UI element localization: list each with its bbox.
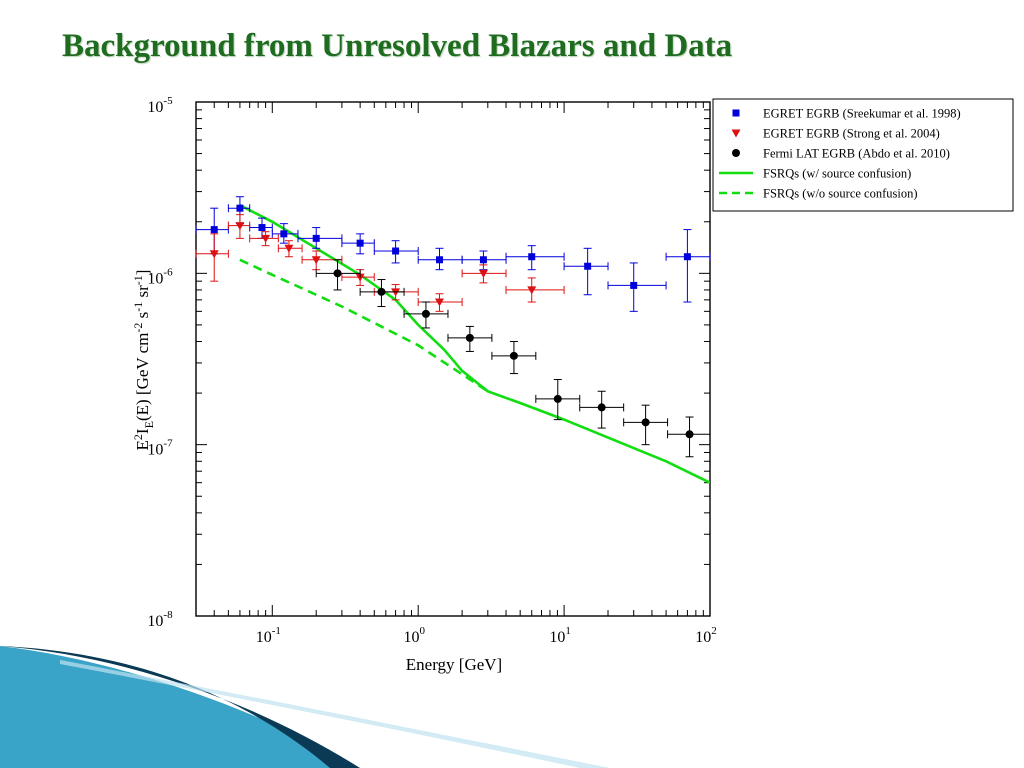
data-point-triangle [235,222,245,231]
y-axis-title: E2IE(E) [GeV cm-2 s-1 sr-1] [131,270,156,451]
data-point-square [392,247,400,255]
legend-label: FSRQs (w/ source confusion) [763,167,911,181]
y-tick-label: 10-5 [147,95,173,116]
data-point-triangle [478,269,488,278]
data-point-triangle [284,244,294,253]
data-point-circle [377,287,386,296]
data-point-square [436,256,444,264]
plot-border [195,101,711,617]
data-point-square [584,262,592,270]
data-point-square [236,204,244,212]
series-layer [195,196,711,484]
fsrq-solid-line [239,204,710,484]
y-tick-label: 10-6 [147,266,173,287]
x-tick-label: 101 [549,625,571,646]
x-tick-labels: 10-1 100 101 102 [256,625,717,646]
data-point-square [356,239,364,247]
legend-label: Fermi LAT EGRB (Abdo et al. 2010) [763,147,950,161]
x-axis-title: Energy [GeV] [406,655,502,674]
data-point-square [732,109,740,117]
data-point-circle [333,269,342,278]
fsrq-dashed-line [239,258,489,393]
data-point-circle [597,403,606,412]
data-point-square [528,253,536,261]
legend-label: EGRET EGRB (Sreekumar et al. 1998) [763,107,961,121]
data-point-triangle [527,286,537,295]
y-tick-label: 10-7 [147,438,173,459]
data-point-triangle [261,234,271,243]
slide-title: Background from Unresolved Blazars and D… [62,28,733,64]
data-point-triangle [209,250,219,259]
data-point-circle [509,351,518,360]
data-point-triangle [435,298,445,307]
decorative-swoosh [0,646,610,768]
data-point-triangle [731,129,741,138]
series-circle [315,259,711,458]
legend-label: FSRQs (w/o source confusion) [763,187,918,201]
data-point-circle [732,149,740,157]
data-point-square [210,226,218,234]
data-point-triangle [355,273,365,282]
plot-frame [195,101,711,617]
legend-box [712,98,1014,212]
data-point-square [280,230,288,238]
data-point-square [683,253,691,261]
minor-ticks [195,102,710,617]
legend: EGRET EGRB (Sreekumar et al. 1998) EGRET … [712,98,1014,212]
y-tick-labels: 10-8 10-7 10-6 10-5 [147,95,173,630]
data-point-square [630,281,638,289]
legend-label: EGRET EGRB (Strong et al. 2004) [763,127,940,141]
x-tick-label: 102 [695,625,717,646]
data-point-circle [421,309,430,318]
x-tick-label: 100 [403,625,425,646]
data-point-triangle [311,256,321,265]
data-point-circle [553,394,562,403]
x-tick-label: 10-1 [256,625,281,646]
data-point-circle [465,333,474,342]
y-tick-label: 10-8 [147,609,173,630]
series-square [195,196,711,312]
data-point-circle [685,430,694,439]
data-point-square [258,224,266,232]
data-point-circle [641,418,650,427]
data-point-square [479,256,487,264]
data-point-square [312,234,320,242]
series-triangle [195,214,565,312]
